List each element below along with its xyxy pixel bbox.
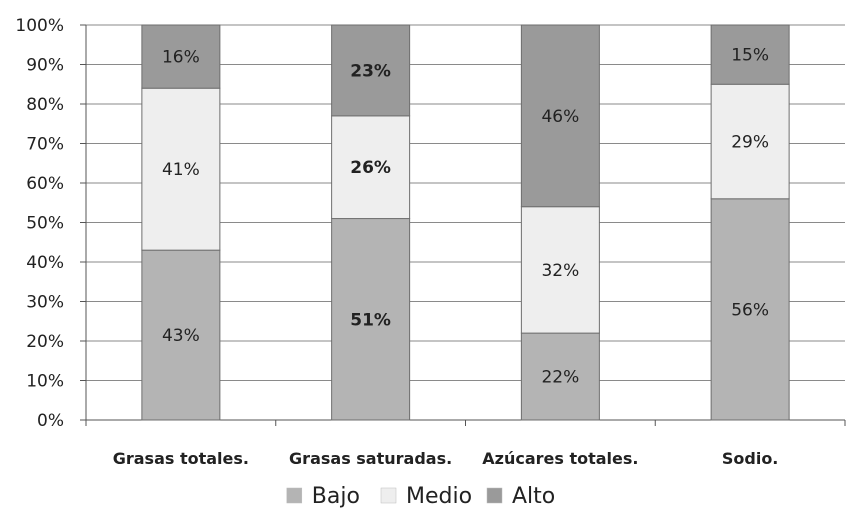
data-label: 56% — [731, 300, 769, 320]
bars: 43% 41% 16% 51% 26% 23% 22% 32% 46% 56% 29% 15% — [141, 24, 790, 421]
data-label: 23% — [350, 61, 391, 81]
data-label: 41% — [162, 160, 200, 180]
bar-bajo-2 — [331, 218, 411, 421]
data-label: 26% — [350, 158, 391, 178]
legend: Bajo Medio Alto — [286, 484, 555, 509]
bar-alto-4 — [710, 24, 790, 85]
y-tick-label: 20% — [26, 332, 64, 352]
legend-swatch-alto — [486, 487, 503, 504]
bar-alto-3 — [520, 24, 600, 208]
x-tick-label: Grasas saturadas. — [289, 449, 452, 468]
legend-label-medio: Medio — [406, 484, 472, 509]
y-tick-label: 40% — [26, 253, 64, 273]
bar-bajo-3 — [520, 332, 600, 421]
y-tick-label: 10% — [26, 372, 64, 392]
x-tick-label: Grasas totales. — [113, 449, 249, 468]
data-label: 16% — [162, 48, 200, 68]
data-label: 22% — [541, 368, 579, 388]
data-label: 51% — [350, 310, 391, 330]
bar-alto-2 — [331, 24, 411, 117]
y-axis-tick-labels: 0% 10% 20% 30% 40% 50% 60% 70% 80% 90% 100% — [15, 16, 64, 431]
y-tick-label: 100% — [15, 16, 64, 36]
y-tick-label: 0% — [37, 411, 64, 431]
legend-label-alto: Alto — [512, 484, 555, 509]
bar-medio-3 — [520, 206, 600, 334]
data-label: 32% — [541, 261, 579, 281]
data-label: 46% — [541, 107, 579, 127]
bar-bajo-4 — [710, 198, 790, 421]
data-label: 43% — [162, 326, 200, 346]
legend-swatch-medio — [380, 487, 397, 504]
y-tick-label: 70% — [26, 135, 64, 155]
data-label: 15% — [731, 46, 769, 66]
y-tick-label: 50% — [26, 214, 64, 234]
y-tick-label: 80% — [26, 95, 64, 115]
data-label: 29% — [731, 133, 769, 153]
legend-swatch-bajo — [286, 487, 303, 504]
bar-medio-2 — [331, 115, 411, 220]
y-tick-label: 60% — [26, 174, 64, 194]
y-tick-label: 30% — [26, 293, 64, 313]
bar-bajo-1 — [141, 249, 221, 421]
bar-alto-1 — [141, 24, 221, 89]
x-tick-label: Sodio. — [722, 449, 779, 468]
x-tick-label: Azúcares totales. — [482, 449, 638, 468]
legend-label-bajo: Bajo — [312, 484, 360, 509]
y-tick-label: 90% — [26, 56, 64, 76]
